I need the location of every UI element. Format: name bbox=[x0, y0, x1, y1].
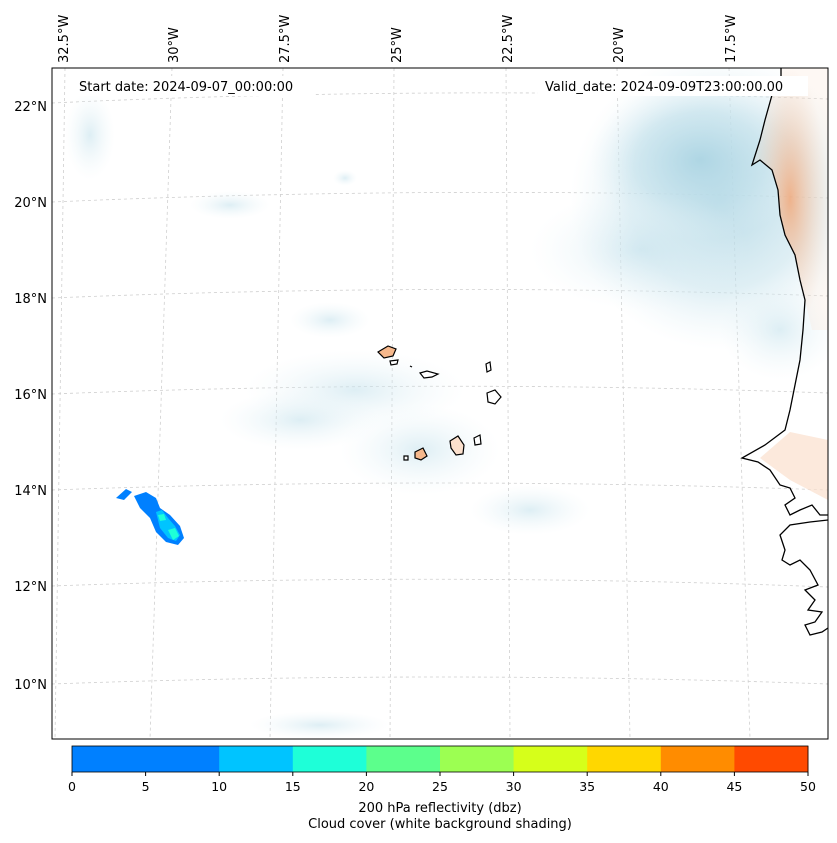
colorbar-segment bbox=[734, 746, 809, 772]
colorbar-segment bbox=[660, 746, 735, 772]
colorbar-tick-label: 5 bbox=[142, 779, 150, 794]
lat-label: 16°N bbox=[14, 388, 47, 403]
west-africa-land bbox=[740, 68, 828, 636]
colorbar-segment bbox=[219, 746, 294, 772]
lon-label: 25°W bbox=[390, 27, 405, 63]
lat-label: 14°N bbox=[14, 484, 47, 499]
lon-label: 17.5°W bbox=[724, 15, 739, 63]
longitude-labels: 32.5°W 30°W 27.5°W 25°W 22.5°W 20°W 17.5… bbox=[57, 15, 739, 63]
colorbar-tick-label: 40 bbox=[653, 779, 669, 794]
colorbar-tick-label: 20 bbox=[358, 779, 374, 794]
lat-label: 10°N bbox=[14, 678, 47, 693]
lon-label: 32.5°W bbox=[57, 15, 72, 63]
colorbar-segment bbox=[587, 746, 662, 772]
start-date-text: Start date: 2024-09-07_00:00:00 bbox=[79, 80, 293, 95]
latitude-labels: 22°N 20°N 18°N 16°N 14°N 12°N 10°N bbox=[14, 100, 47, 693]
valid-date-box: Valid_date: 2024-09-09T23:00:00.00 bbox=[538, 76, 808, 96]
map-frame bbox=[51, 67, 829, 740]
colorbar-tick-label: 25 bbox=[432, 779, 448, 794]
colorbar-tick-label: 15 bbox=[285, 779, 301, 794]
graticule bbox=[52, 68, 828, 739]
start-date-box: Start date: 2024-09-07_00:00:00 bbox=[72, 76, 314, 96]
colorbar-tick-label: 30 bbox=[506, 779, 522, 794]
colorbar-segment bbox=[72, 746, 147, 772]
lat-label: 18°N bbox=[14, 292, 47, 307]
colorbar-tick-label: 45 bbox=[726, 779, 742, 794]
colorbar-label: 200 hPa reflectivity (dbz) bbox=[358, 801, 522, 816]
colorbar-segment bbox=[366, 746, 441, 772]
lon-label: 20°W bbox=[612, 27, 627, 63]
cape-verde-islands bbox=[377, 345, 502, 461]
lon-label: 27.5°W bbox=[278, 15, 293, 63]
colorbar-segment bbox=[292, 746, 367, 772]
valid-date-text: Valid_date: 2024-09-09T23:00:00.00 bbox=[545, 80, 783, 95]
cloud-cover-label: Cloud cover (white background shading) bbox=[308, 817, 572, 832]
lat-label: 20°N bbox=[14, 196, 47, 211]
colorbar-tick-label: 10 bbox=[211, 779, 227, 794]
lat-label: 12°N bbox=[14, 580, 47, 595]
colorbar-tick-label: 50 bbox=[800, 779, 816, 794]
colorbar-segment bbox=[513, 746, 588, 772]
colorbar-segment bbox=[440, 746, 515, 772]
lon-label: 22.5°W bbox=[501, 15, 516, 63]
colorbar-tick-label: 35 bbox=[579, 779, 595, 794]
lat-label: 22°N bbox=[14, 100, 47, 115]
reflectivity-cell bbox=[116, 489, 184, 545]
lon-label: 30°W bbox=[167, 27, 182, 63]
colorbar-segment bbox=[145, 746, 220, 772]
colorbar: 0 5 10 15 20 25 30 35 40 45 50 bbox=[68, 745, 816, 794]
colorbar-tick-label: 0 bbox=[68, 779, 76, 794]
